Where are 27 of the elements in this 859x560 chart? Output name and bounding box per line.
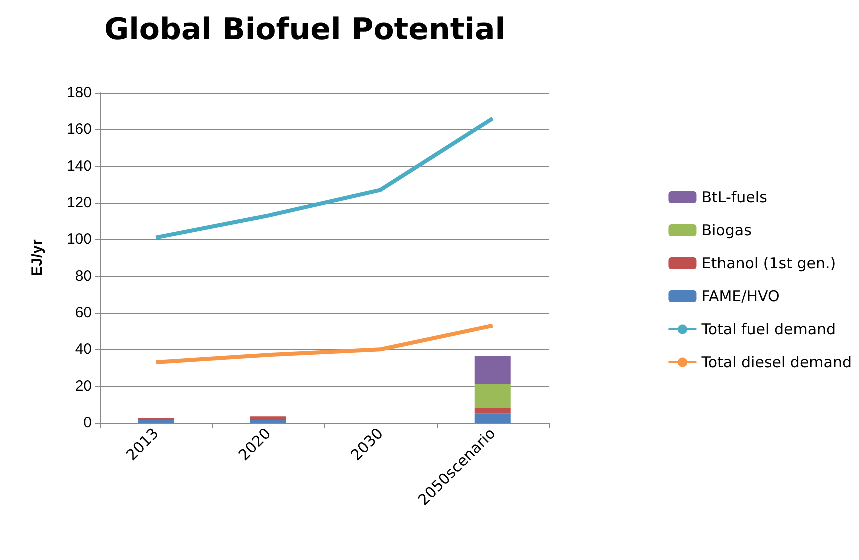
chart-title: Global Biofuel Potential [104,12,506,48]
legend-label: Ethanol (1st gen.) [702,254,836,272]
line-series [154,116,495,240]
bar [474,384,511,408]
y-tick-label: 140 [66,158,92,175]
y-tick-label: 180 [66,84,92,102]
y-tick-label: 100 [66,231,92,248]
bar [138,420,174,423]
legend-label: Total fuel demand [700,320,836,338]
bar [250,416,286,420]
bar [474,414,511,423]
legend-label: FAME/HVO [702,288,780,306]
y-tick-label: 80 [75,268,92,285]
bar [474,356,511,384]
bar [250,420,286,423]
legend-label: Biogas [702,222,752,240]
legend-label: Total diesel demand [700,354,852,372]
y-tick-label: 0 [84,414,92,432]
y-tick-label: 160 [66,121,92,138]
y-tick-label: 40 [75,341,92,358]
y-axis-title: EJ/yr [29,239,46,276]
line-series [154,324,495,364]
y-tick-label: 20 [75,378,92,395]
y-tick-label: 60 [75,304,92,322]
y-tick-label: 120 [66,194,92,212]
bar [474,408,511,414]
legend-label: BtL-fuels [702,188,768,206]
